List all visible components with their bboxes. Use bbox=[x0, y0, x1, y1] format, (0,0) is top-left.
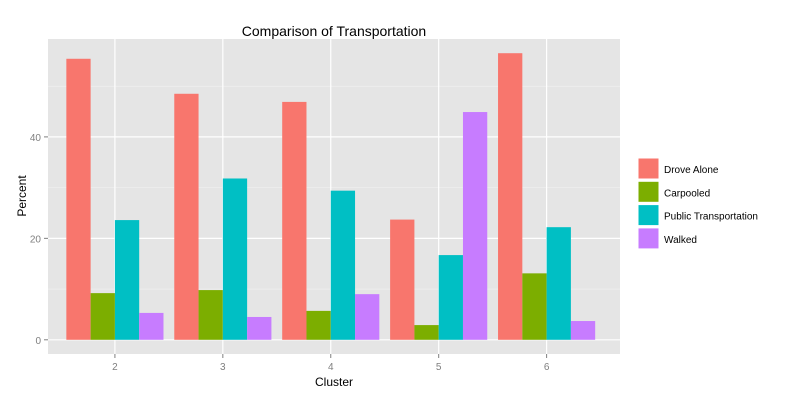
legend-label: Walked bbox=[664, 235, 697, 246]
bar-public-transportation bbox=[222, 178, 248, 340]
bar-carpooled bbox=[522, 273, 547, 340]
x-axis-label: Cluster bbox=[315, 375, 353, 389]
legend-key bbox=[637, 227, 660, 250]
bar-walked bbox=[570, 321, 596, 340]
bar-public-transportation bbox=[114, 220, 140, 340]
x-tick-label: 2 bbox=[112, 362, 118, 373]
y-tick-label: 40 bbox=[30, 133, 42, 144]
bar-walked bbox=[355, 294, 380, 340]
bar-drove-alone bbox=[390, 219, 415, 340]
bar-carpooled bbox=[306, 310, 331, 340]
legend-key bbox=[637, 204, 660, 227]
legend-label: Public Transportation bbox=[664, 212, 758, 223]
bar-public-transportation bbox=[330, 190, 356, 340]
x-tick-label: 5 bbox=[436, 362, 442, 373]
y-axis-label: Percent bbox=[15, 175, 29, 217]
bar-walked bbox=[247, 316, 272, 340]
chart-title: Comparison of Transportation bbox=[242, 23, 426, 39]
legend-key bbox=[637, 157, 660, 180]
legend-key bbox=[637, 180, 660, 203]
bar-drove-alone bbox=[498, 53, 523, 340]
bar-carpooled bbox=[198, 290, 223, 340]
y-tick-label: 0 bbox=[35, 336, 41, 347]
x-tick-label: 6 bbox=[544, 362, 550, 373]
legend-label: Drove Alone bbox=[664, 165, 719, 176]
bar-drove-alone bbox=[282, 101, 307, 340]
x-tick-label: 4 bbox=[328, 362, 334, 373]
bar-public-transportation bbox=[438, 255, 463, 340]
bar-walked bbox=[462, 112, 488, 340]
bar-walked bbox=[139, 312, 164, 340]
legend-label: Carpooled bbox=[664, 188, 710, 199]
x-tick-label: 3 bbox=[220, 362, 226, 373]
bar-carpooled bbox=[90, 293, 115, 340]
bar-drove-alone bbox=[66, 58, 91, 340]
bar-drove-alone bbox=[174, 93, 199, 340]
bar-public-transportation bbox=[546, 227, 571, 340]
y-tick-label: 20 bbox=[30, 234, 42, 245]
bar-carpooled bbox=[414, 325, 439, 340]
